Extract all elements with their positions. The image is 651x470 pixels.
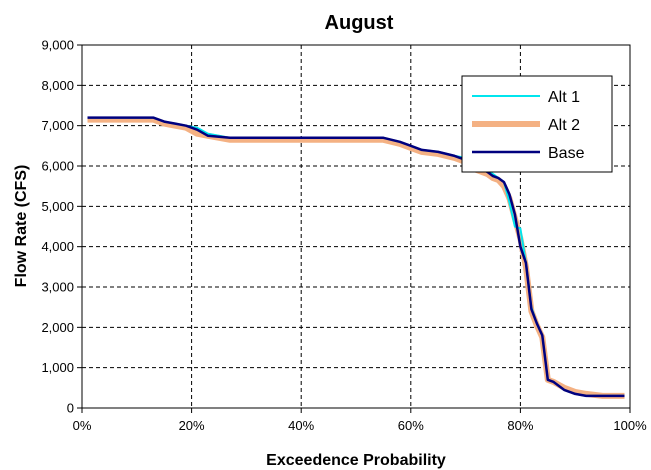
series-line-base [87,116,625,398]
x-tick-label: 20% [179,418,205,433]
y-tick-label: 2,000 [41,320,74,335]
chart-title: August [325,12,394,34]
y-tick-label: 6,000 [41,159,74,174]
plot-area-border [81,44,631,409]
y-tick-label: 7,000 [41,118,74,133]
y-axis-ticks: 0 1,000 2,000 3,000 4,000 5,000 6,000 7,000 8,00… [41,38,82,416]
series-lines [87,116,625,399]
x-tick-label: 60% [398,418,424,433]
x-axis-ticks: 0% 20% 40% 60% 80% 100% [73,408,647,433]
y-tick-label: 4,000 [41,239,74,254]
y-tick-label: 5,000 [41,199,74,214]
x-tick-label: 100% [613,418,647,433]
x-tick-label: 0% [73,418,92,433]
legend-label-alt-2: Alt 2 [548,117,580,134]
y-tick-label: 8,000 [41,78,74,93]
y-tick-label: 9,000 [41,38,74,53]
legend-label-alt-1: Alt 1 [548,89,580,106]
legend: Alt 1 Alt 2 Base [461,75,613,173]
y-tick-label: 1,000 [41,360,74,375]
legend-label-base: Base [548,145,585,162]
y-tick-label: 3,000 [41,280,74,295]
x-axis-title: Exceedence Probability [266,452,446,469]
y-axis-title: Flow Rate (CFS) [13,165,30,288]
y-tick-label: 0 [67,401,74,416]
x-tick-label: 40% [288,418,314,433]
x-tick-label: 80% [507,418,533,433]
